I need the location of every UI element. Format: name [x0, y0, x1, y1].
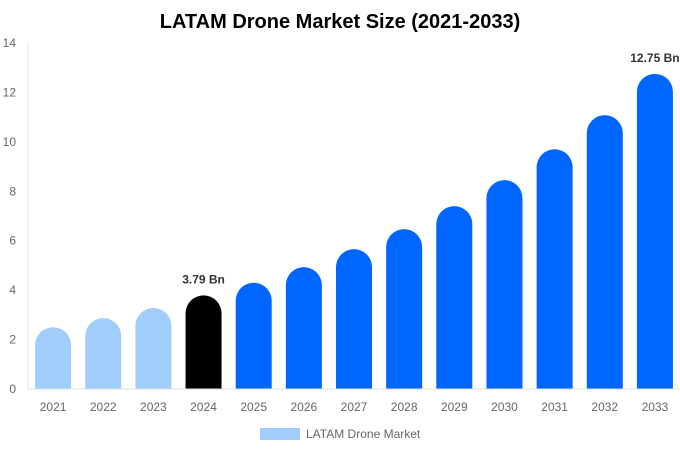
x-tick-label: 2033: [642, 400, 669, 414]
y-tick-label: 12: [3, 85, 17, 99]
x-tick-label: 2022: [90, 400, 117, 414]
bar-2028[interactable]: [386, 229, 423, 389]
y-tick-label: 2: [9, 333, 16, 347]
x-tick-label: 2024: [190, 400, 217, 414]
x-tick-label: 2027: [341, 400, 368, 414]
y-axis: 0 2 4 6 8 10 12 14: [3, 36, 29, 396]
x-tick-label: 2025: [240, 400, 267, 414]
x-tick-label: 2030: [491, 400, 518, 414]
bar-2027[interactable]: [336, 249, 372, 389]
y-tick-label: 14: [3, 36, 17, 50]
x-axis: 2021 2022 2023 2024 2025 2026 2027 2028 2029 2030…: [28, 388, 680, 414]
y-tick-label: 8: [9, 184, 16, 198]
x-tick-label: 2032: [591, 400, 618, 414]
bar-2022[interactable]: [85, 318, 122, 389]
bar-2023[interactable]: [135, 307, 172, 389]
y-tick-label: 6: [9, 234, 16, 248]
bar-2029[interactable]: [436, 206, 473, 389]
x-tick-label: 2029: [441, 400, 468, 414]
data-labels: 3.79 Bn 12.75 Bn: [182, 51, 679, 286]
legend[interactable]: LATAM Drone Market: [260, 427, 421, 441]
bar-2026[interactable]: [285, 267, 322, 389]
bar-2031[interactable]: [536, 149, 573, 389]
bar-2030[interactable]: [486, 180, 523, 389]
data-label-2024: 3.79 Bn: [182, 272, 225, 286]
bar-2033[interactable]: [636, 73, 673, 390]
legend-label: LATAM Drone Market: [306, 427, 421, 441]
bars: [35, 73, 673, 390]
chart-title: LATAM Drone Market Size (2021-2033): [160, 11, 520, 33]
bar-2032[interactable]: [586, 115, 623, 389]
x-tick-label: 2026: [290, 400, 317, 414]
bar-2025[interactable]: [235, 282, 272, 389]
y-tick-label: 4: [9, 283, 16, 297]
y-tick-label: 0: [9, 382, 16, 396]
data-label-2033: 12.75 Bn: [630, 51, 679, 65]
x-tick-label: 2028: [391, 400, 418, 414]
bar-2024[interactable]: [185, 295, 222, 389]
legend-swatch: [260, 428, 300, 440]
x-tick-label: 2031: [541, 400, 568, 414]
x-tick-label: 2021: [40, 400, 67, 414]
bar-2021[interactable]: [35, 327, 72, 389]
x-tick-label: 2023: [140, 400, 167, 414]
y-tick-label: 10: [3, 135, 17, 149]
